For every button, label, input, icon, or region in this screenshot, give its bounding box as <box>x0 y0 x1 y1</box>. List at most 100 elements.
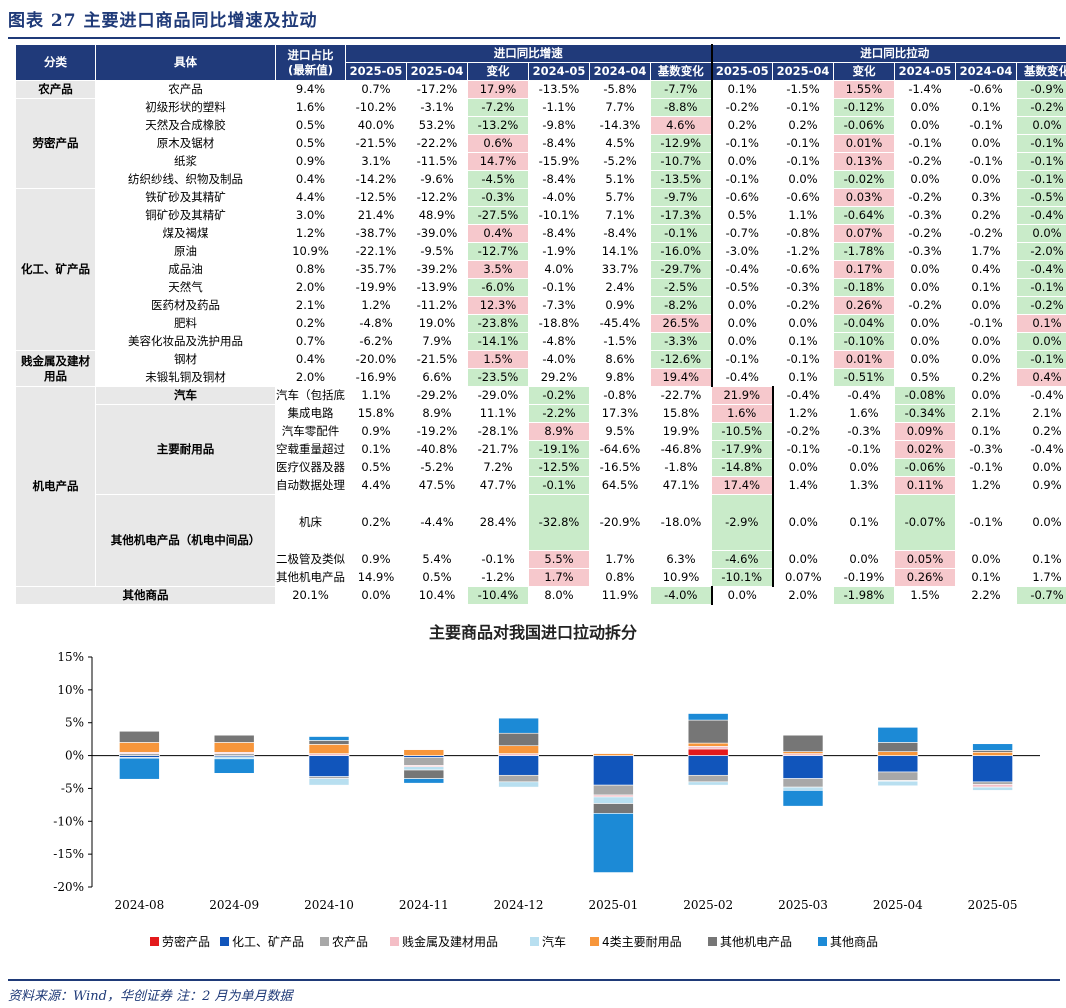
subgroup-label: 主要耐用品 <box>95 404 276 495</box>
item-label: 铜矿砂及其精矿 <box>95 206 276 225</box>
bar-segment <box>593 755 634 786</box>
contrib-cell: 0.07% <box>833 224 895 243</box>
bar-segment <box>403 778 445 784</box>
bar-segment <box>782 778 824 788</box>
growth-cell: -7.3% <box>528 296 590 315</box>
contrib-cell: 1.2% <box>955 476 1017 495</box>
contrib-cell: -0.1% <box>1016 152 1066 171</box>
growth-cell: -4.0% <box>650 586 713 605</box>
growth-cell: -10.1% <box>528 206 590 225</box>
bar-segment <box>687 713 729 721</box>
contrib-cell: 1.6% <box>833 404 895 423</box>
group-label: 农产品 <box>15 80 96 99</box>
growth-cell: -14.3% <box>589 116 651 135</box>
contrib-cell: 0.01% <box>833 350 895 369</box>
growth-cell: -0.1% <box>528 278 590 297</box>
growth-cell: 5.5% <box>528 550 590 569</box>
growth-cell: 3.5% <box>467 260 529 279</box>
contrib-cell: -0.2% <box>894 188 956 207</box>
table-row: 原木及锯材 0.5% -21.5% -22.2% 0.6% -8.4% 4.5% -12.9%… <box>16 134 1066 153</box>
item-label: 自动数据处理设备及其零部件 <box>275 476 346 495</box>
bar-segment <box>119 730 160 743</box>
item-label: 铁矿砂及其精矿 <box>95 188 276 207</box>
growth-cell: 19.4% <box>650 368 713 387</box>
bar-segment <box>877 751 919 756</box>
growth-cell: 3.1% <box>345 152 407 171</box>
contrib-cell: 0.2% <box>711 116 773 135</box>
x-tick-label: 2025-03 <box>778 898 828 912</box>
growth-cell: 1.2% <box>345 296 407 315</box>
growth-cell: -5.8% <box>589 80 651 99</box>
y-tick-label: -20% <box>53 880 84 894</box>
table-row: 贱金属及建材用品 钢材 0.4% -20.0% -21.5% 1.5% -4.0% 8.6% -… <box>15 350 1066 387</box>
growth-cell: 14.7% <box>467 152 529 171</box>
growth-cell: -13.9% <box>406 278 468 297</box>
contrib-cell: -0.6% <box>772 188 834 207</box>
contrib-cell: 0.1% <box>1016 550 1066 569</box>
contrib-cell: 0.0% <box>955 386 1017 405</box>
contrib-cell: 0.0% <box>1016 224 1066 243</box>
growth-cell: 33.7% <box>589 260 651 279</box>
item-label: 天然气 <box>95 278 276 297</box>
x-tick-label: 2025-01 <box>588 898 638 912</box>
contrib-cell: 0.0% <box>894 278 956 297</box>
contrib-cell: -0.1% <box>955 458 1017 477</box>
contrib-cell: -0.1% <box>1016 278 1066 297</box>
contrib-cell: -1.4% <box>894 80 956 99</box>
bar-segment <box>877 742 919 752</box>
growth-cell: -22.1% <box>345 242 407 261</box>
growth-cell: -19.9% <box>345 278 407 297</box>
contrib-cell: -0.08% <box>894 386 956 405</box>
contrib-cell: 0.1% <box>955 422 1017 441</box>
item-label: 原油 <box>95 242 276 261</box>
contrib-cell: 0.0% <box>955 170 1017 189</box>
y-tick-label: -5% <box>61 781 84 795</box>
item-label: 医药材及药品 <box>95 296 276 315</box>
contrib-cell: -0.4% <box>1016 206 1066 225</box>
growth-cell: 4.6% <box>650 116 713 135</box>
contrib-cell: -0.9% <box>1016 80 1066 99</box>
item-label: 钢材 <box>95 350 276 369</box>
contrib-cell: -0.2% <box>894 224 956 243</box>
contrib-cell: 0.0% <box>894 314 956 333</box>
bar-segment <box>308 778 350 786</box>
table-row: 纺织纱线、织物及制品 0.4% -14.2% -9.6% -4.5% -8.4% 5.1% -… <box>16 170 1066 189</box>
growth-cell: -27.5% <box>467 206 529 225</box>
contrib-cell: -0.04% <box>833 314 895 333</box>
growth-cell: 8.0% <box>528 586 590 605</box>
growth-cell: 10.4% <box>406 586 468 605</box>
item-label: 美容化妆品及洗护用品 <box>95 332 276 351</box>
y-tick-label: 10% <box>57 683 84 697</box>
group-label: 劳密产品 <box>15 98 96 189</box>
contrib-cell: 0.0% <box>1016 116 1066 135</box>
contrib-cell: 1.1% <box>772 206 834 225</box>
growth-cell: 47.7% <box>467 476 529 495</box>
growth-cell: 9.8% <box>589 368 651 387</box>
growth-cell: -7.7% <box>650 80 713 99</box>
contrib-cell: 1.4% <box>772 476 834 495</box>
group-label: 机电产品 <box>15 386 96 587</box>
bar-segment <box>593 784 634 796</box>
growth-cell: -64.6% <box>589 440 651 459</box>
contrib-cell: 0.9% <box>1016 476 1066 495</box>
subheader-4: 2024-04 <box>589 62 651 81</box>
contrib-cell: 1.55% <box>833 80 895 99</box>
contrib-cell: 0.1% <box>955 98 1017 117</box>
bar-segment <box>498 745 539 754</box>
item-label: 医疗仪器及器械 <box>275 458 346 477</box>
item-label: 煤及褐煤 <box>95 224 276 243</box>
contrib-cell: 1.7% <box>1016 568 1066 587</box>
bar-segment <box>498 774 539 783</box>
x-tick-label: 2025-02 <box>683 898 733 912</box>
growth-cell: -11.5% <box>406 152 468 171</box>
contrib-cell: 0.0% <box>894 350 956 369</box>
contrib-cell: 1.3% <box>833 476 895 495</box>
bar-segment <box>782 786 824 791</box>
item-label: 农产品 <box>95 80 276 99</box>
bar-segment <box>877 780 919 787</box>
contrib-cell: -0.19% <box>833 568 895 587</box>
growth-cell: -1.9% <box>528 242 590 261</box>
item-label: 空载重量超过2吨的飞机 <box>275 440 346 459</box>
bar-segment <box>877 727 919 743</box>
growth-cell: 15.8% <box>650 404 712 423</box>
